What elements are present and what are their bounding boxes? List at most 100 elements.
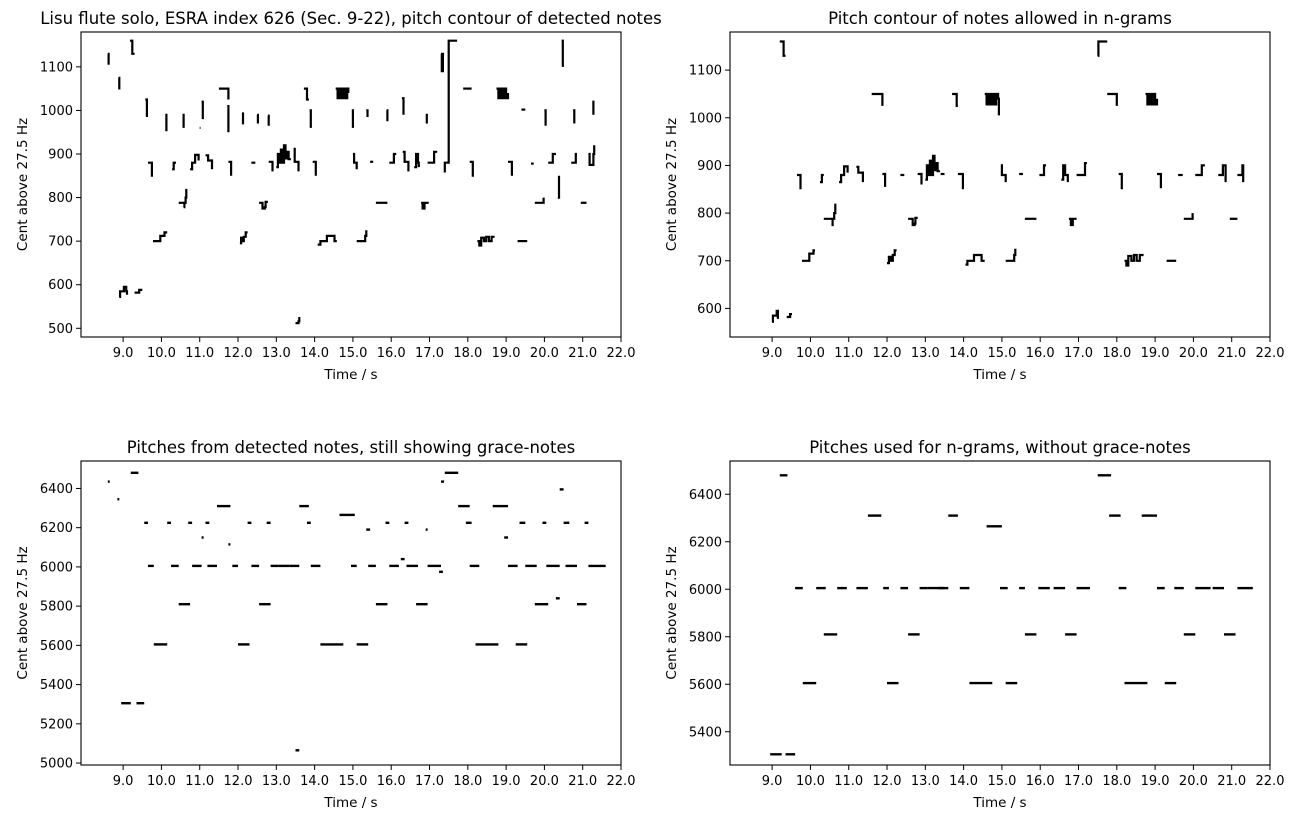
contour-segment — [957, 172, 965, 190]
contour-segment — [118, 285, 129, 298]
y-tick-label: 800 — [48, 191, 73, 206]
x-tick-label: 20.0 — [1179, 346, 1208, 361]
x-tick-label: 18.0 — [1102, 346, 1131, 361]
x-tick-label: 13.0 — [911, 346, 940, 361]
contour-segment — [1097, 40, 1108, 57]
x-axis-label: Time / s — [323, 795, 377, 811]
contour-segment — [508, 160, 513, 176]
contour-segment — [771, 309, 780, 323]
contour-segment — [477, 235, 495, 247]
y-tick-label: 1000 — [689, 111, 722, 126]
contour-segment — [882, 172, 887, 187]
contour-segment — [1218, 164, 1227, 183]
y-tick-label: 900 — [48, 148, 73, 163]
contour-segment — [443, 39, 458, 173]
chart-panel-4: Pitches used for n-grams, without grace-… — [664, 438, 1284, 811]
contour-segment — [201, 100, 204, 120]
contour-segment — [592, 100, 595, 115]
x-tick-label: 12.0 — [873, 774, 902, 789]
y-tick-label: 5800 — [40, 600, 73, 615]
contour-segment — [178, 188, 188, 204]
x-tick-label: 10.0 — [796, 346, 825, 361]
chart-panel-2: Pitch contour of notes allowed in n-gram… — [664, 9, 1284, 383]
contour-segment — [165, 113, 168, 132]
y-axis-label: Cent above 27.5 Hz — [15, 546, 31, 679]
x-tick-label: 11.0 — [834, 774, 863, 789]
y-tick-label: 6000 — [40, 560, 73, 575]
x-tick-label: 12.0 — [224, 346, 253, 361]
y-tick-label: 5400 — [40, 678, 73, 693]
contour-segment — [190, 153, 200, 171]
contour-segment — [118, 76, 121, 90]
x-tick-label: 22.0 — [607, 346, 636, 361]
x-tick-label: 22.0 — [1256, 346, 1285, 361]
x-tick-label: 12.0 — [873, 346, 902, 361]
contour-segment — [1124, 253, 1144, 267]
contour-segment — [1068, 217, 1077, 227]
x-tick-label: 19.0 — [492, 346, 521, 361]
y-tick-label: 600 — [697, 302, 722, 317]
contour-segment — [182, 113, 185, 128]
contour-segment — [965, 253, 985, 266]
x-tick-label: 10.0 — [796, 774, 825, 789]
contour-segment — [267, 114, 270, 126]
contour-segment — [925, 154, 940, 181]
contour-segment — [172, 161, 176, 171]
x-axis-label: Time / s — [323, 367, 377, 383]
contour-segment — [588, 145, 596, 166]
contour-segment — [366, 109, 369, 117]
x-tick-label: 11.0 — [834, 346, 863, 361]
y-tick-label: 5400 — [689, 725, 722, 740]
chart-title: Pitch contour of notes allowed in n-gram… — [828, 9, 1172, 28]
contour-segment — [183, 201, 186, 209]
contour-segment — [130, 39, 135, 55]
x-tick-label: 22.0 — [1256, 774, 1285, 789]
contour-segment — [425, 113, 428, 124]
contour-segment — [548, 152, 556, 164]
contour-segment — [134, 288, 143, 294]
contour-segment — [823, 203, 837, 220]
x-tick-label: 14.0 — [949, 774, 978, 789]
contour-segment — [401, 97, 405, 115]
contour-segment — [389, 152, 397, 164]
y-tick-label: 1100 — [40, 60, 73, 75]
contour-segment — [293, 147, 300, 172]
contour-segment — [469, 160, 474, 177]
plot-frame — [80, 31, 622, 338]
x-tick-label: 10.0 — [147, 346, 176, 361]
plot-frame — [729, 460, 1271, 766]
chart-panel-1: Lisu flute solo, ESRA index 626 (Sec. 9-… — [15, 9, 662, 383]
x-tick-label: 13.0 — [262, 774, 291, 789]
x-tick-label: 20.0 — [530, 346, 559, 361]
contour-segment — [335, 87, 350, 100]
contour-segment — [352, 152, 358, 170]
x-tick-label: 9.0 — [113, 346, 134, 361]
contour-segment — [351, 109, 354, 128]
y-tick-label: 1100 — [689, 64, 722, 79]
contour-segment — [496, 87, 510, 100]
contour-segment — [303, 87, 309, 101]
x-tick-label: 21.0 — [568, 346, 597, 361]
x-tick-label: 15.0 — [987, 346, 1016, 361]
x-tick-label: 13.0 — [911, 774, 940, 789]
chart-title: Pitches used for n-grams, without grace-… — [809, 438, 1191, 457]
contour-segment — [276, 144, 291, 169]
x-tick-label: 22.0 — [607, 774, 636, 789]
y-tick-label: 5800 — [689, 630, 722, 645]
x-tick-label: 11.0 — [185, 774, 214, 789]
x-axis-label: Time / s — [972, 367, 1026, 383]
plot-frame — [80, 460, 622, 766]
x-tick-label: 17.0 — [1064, 774, 1093, 789]
x-tick-label: 18.0 — [1102, 774, 1131, 789]
contour-segment — [1107, 92, 1118, 106]
contour-segment — [887, 249, 897, 265]
contour-segment — [256, 113, 259, 124]
x-tick-label: 19.0 — [1141, 774, 1170, 789]
y-tick-label: 500 — [48, 322, 73, 337]
contour-segment — [386, 109, 389, 122]
contour-segment — [421, 201, 429, 210]
x-tick-label: 21.0 — [1217, 774, 1246, 789]
contour-segment — [295, 317, 301, 325]
contour-segment — [259, 200, 268, 210]
y-tick-label: 6400 — [689, 488, 722, 503]
